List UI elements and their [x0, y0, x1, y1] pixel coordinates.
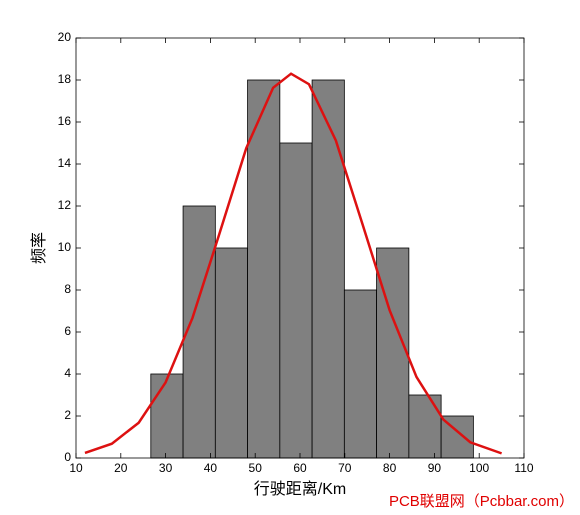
- bar: [376, 247, 410, 459]
- x-tick-label: 30: [159, 461, 173, 475]
- bar: [279, 142, 313, 459]
- x-tick-label: 20: [114, 461, 128, 475]
- y-tick-label: 18: [58, 72, 72, 86]
- bar: [214, 247, 248, 459]
- x-tick-label: 110: [514, 461, 533, 475]
- fit-curve: [84, 72, 503, 455]
- y-tick-label: 2: [64, 408, 71, 422]
- bar: [343, 289, 378, 459]
- y-tick-label: 0: [64, 450, 71, 464]
- watermark: PCB联盟网（Pcbbar.com）: [389, 493, 574, 510]
- y-tick-label: 14: [58, 156, 72, 170]
- y-tick-label: 16: [58, 114, 72, 128]
- x-tick-label: 10: [69, 461, 83, 475]
- y-tick-label: 20: [58, 30, 72, 44]
- y-tick-label: 4: [64, 366, 71, 380]
- x-tick-label: 70: [338, 461, 352, 475]
- bar: [311, 79, 345, 459]
- x-tick-label: 100: [469, 461, 489, 475]
- y-tick-label: 6: [64, 324, 71, 338]
- bar: [150, 373, 184, 459]
- x-tick-label: 80: [383, 461, 397, 475]
- y-tick-label: 12: [58, 198, 72, 212]
- x-tick-label: 40: [204, 461, 218, 475]
- y-axis-label: 频率: [30, 232, 48, 264]
- x-tick-label: 60: [293, 461, 307, 475]
- bar: [182, 205, 216, 459]
- bar: [247, 79, 281, 459]
- x-tick-label: 50: [249, 461, 263, 475]
- y-tick-label: 10: [58, 240, 72, 254]
- x-axis-label: 行驶距离/Km: [254, 480, 346, 498]
- y-tick-label: 8: [64, 282, 71, 296]
- x-tick-label: 90: [428, 461, 442, 475]
- bar: [408, 394, 442, 459]
